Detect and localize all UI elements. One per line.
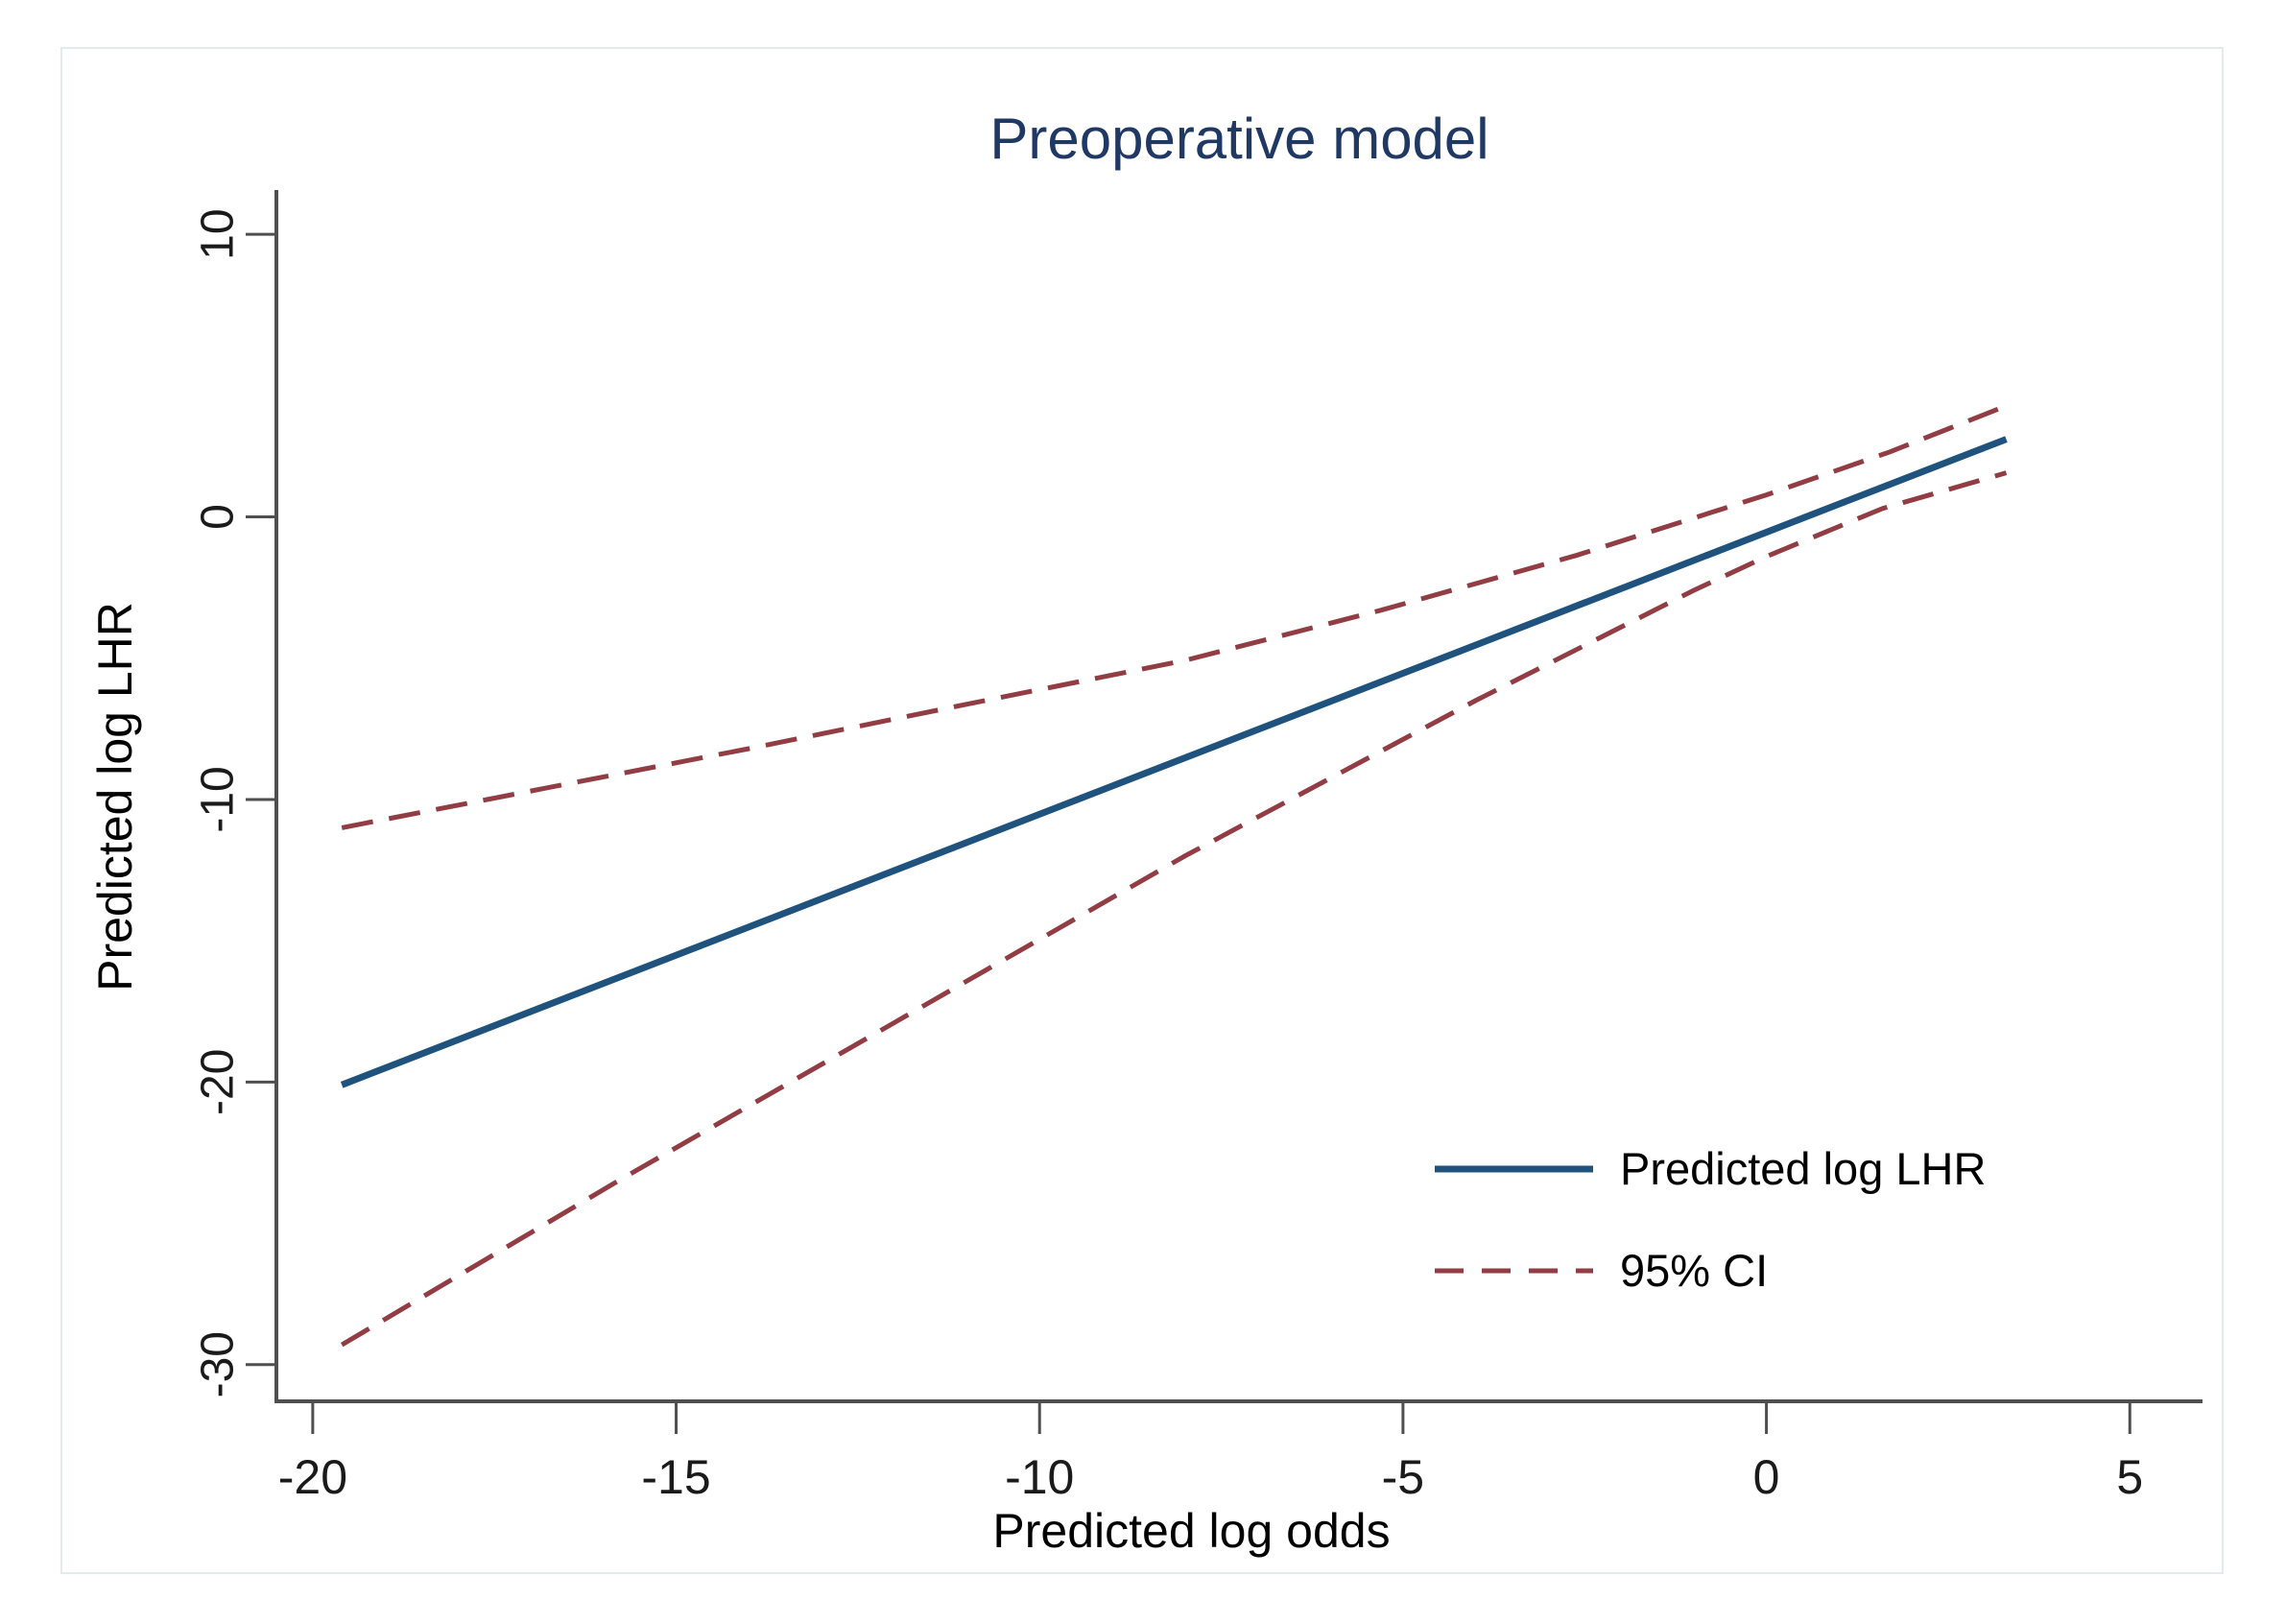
legend-label: Predicted log LHR (1620, 1143, 1987, 1194)
legend: Predicted log LHR 95% CI (1435, 1144, 1986, 1296)
legend-item-predicted-log-lhr: Predicted log LHR (1435, 1144, 1986, 1194)
series-group (340, 403, 2008, 1348)
y-tick-label: -20 (193, 1049, 244, 1115)
solid-line-swatch-icon (1435, 1165, 1593, 1173)
legend-item-95-ci: 95% CI (1435, 1246, 1986, 1296)
y-tick-label: 10 (193, 208, 244, 259)
dashed-line-swatch-icon (1435, 1268, 1593, 1274)
x-tick-label: -20 (278, 1450, 347, 1504)
series-line-predicted-log-lhr-0 (340, 436, 2008, 1088)
legend-label: 95% CI (1620, 1245, 1769, 1296)
y-tick-label: -10 (193, 766, 244, 832)
y-tick-label: 0 (193, 504, 244, 530)
y-tick-label: -30 (193, 1331, 244, 1397)
x-axis-title: Predicted log odds (992, 1504, 1391, 1558)
chart-title: Preoperative model (989, 107, 1489, 171)
x-tick-label: 0 (1753, 1450, 1780, 1504)
x-tick-label: -15 (641, 1450, 710, 1504)
axes-group (274, 190, 2203, 1403)
x-tick-label: 5 (2116, 1450, 2143, 1504)
x-tick-label: -10 (1005, 1450, 1074, 1504)
x-tick-label: -5 (1382, 1450, 1424, 1504)
tick-labels-group: 10 0 -10 -20 -30 -20 -15 -10 -5 0 5 (193, 208, 2143, 1504)
ticks-group (246, 232, 2131, 1434)
series-line-95-ci-2 (340, 470, 2008, 1348)
series-line-95-ci-1 (341, 403, 2008, 830)
